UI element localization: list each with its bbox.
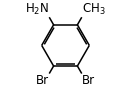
Text: CH$_3$: CH$_3$ [82,2,106,17]
Text: Br: Br [36,74,49,87]
Text: Br: Br [82,74,95,87]
Text: H$_2$N: H$_2$N [25,2,49,17]
